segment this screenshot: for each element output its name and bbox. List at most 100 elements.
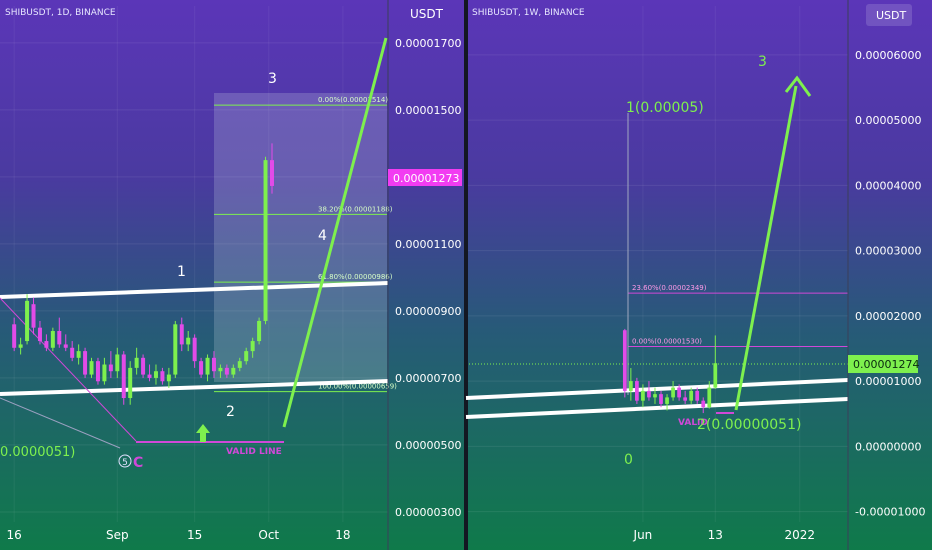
right-grid [468, 6, 848, 522]
pink-trend-line[interactable] [0, 297, 137, 442]
left-last-price-badge [388, 169, 462, 186]
candle-body[interactable] [121, 354, 126, 399]
candle-body[interactable] [683, 397, 688, 401]
candle-body[interactable] [713, 363, 718, 388]
candle-body[interactable] [153, 371, 158, 378]
fib-level-label: 100.00%(0.00000659) [318, 383, 397, 391]
wave-2-label: 2 [226, 404, 235, 420]
x-tick-label: Jun [633, 528, 653, 542]
candle-body[interactable] [701, 400, 706, 408]
candle-body[interactable] [25, 300, 30, 342]
right-wave-3-label: 3 [758, 54, 767, 70]
candle-body[interactable] [689, 390, 694, 401]
candle-body[interactable] [160, 371, 165, 382]
candle-body[interactable] [70, 347, 75, 358]
candle-body[interactable] [44, 341, 49, 348]
candle-body[interactable] [147, 374, 152, 378]
candle-body[interactable] [89, 361, 94, 375]
candle-body[interactable] [186, 337, 191, 345]
right-unit-box[interactable] [866, 4, 912, 26]
candle-body[interactable] [257, 320, 262, 342]
lower-channel-line[interactable] [0, 379, 389, 396]
candle-body[interactable] [102, 364, 107, 382]
candle-body[interactable] [622, 330, 627, 391]
left-unit-label: USDT [410, 7, 444, 21]
left-chart-title: SHIBUSDT, 1D, BINANCE [5, 8, 116, 18]
right-lower-channel-line[interactable] [465, 397, 849, 419]
candle-body[interactable] [128, 367, 133, 399]
up-arrow-icon [196, 424, 210, 442]
right-y-axis[interactable]: 0.00006000 0.00005000 0.00004000 0.00003000… [855, 49, 925, 519]
candle-body[interactable] [50, 331, 55, 348]
candle-body[interactable] [231, 367, 236, 375]
candle-body[interactable] [211, 357, 216, 372]
candle-body[interactable] [95, 361, 100, 382]
candle-body[interactable] [665, 397, 669, 404]
candle-body[interactable] [18, 344, 23, 348]
y-tick-label: 0.00000500 [395, 439, 461, 452]
candle-body[interactable] [677, 387, 681, 398]
candle-body[interactable] [218, 367, 223, 372]
wave-4-label: 4 [318, 228, 327, 244]
candle-body[interactable] [671, 387, 675, 398]
right-chart-pane[interactable]: SHIBUSDT, 1W, BINANCE USDT 23.60%(0.0000… [465, 0, 925, 550]
y-tick-label: 0.00001000 [855, 375, 921, 388]
right-unit-label: USDT [876, 9, 907, 22]
candle-body[interactable] [115, 354, 120, 372]
wave-5-circle [118, 454, 132, 468]
candle-body[interactable] [250, 341, 255, 352]
candle-body[interactable] [205, 357, 210, 375]
candle-body[interactable] [57, 331, 62, 345]
right-projection-line[interactable] [734, 85, 798, 411]
right-upper-channel-line[interactable] [465, 378, 849, 400]
candle-body[interactable] [12, 324, 17, 348]
candle-body[interactable] [641, 390, 645, 401]
candle-body[interactable] [166, 374, 171, 382]
x-tick-label: 16 [7, 528, 22, 542]
left-x-axis[interactable]: 16 Sep 15 Oct 18 [7, 528, 351, 542]
right-wave-0-label: 0 [624, 452, 633, 468]
candle-body[interactable] [707, 387, 712, 408]
candle-body[interactable] [192, 337, 197, 362]
candle-body[interactable] [647, 390, 651, 398]
candle-body[interactable] [108, 364, 113, 372]
left-chart-pane[interactable]: SHIBUSDT, 1D, BINANCE USDT 0.00%(0.00001… [0, 0, 462, 550]
candle-body[interactable] [269, 160, 274, 186]
wave-3-label: 3 [268, 71, 277, 87]
y-tick-label: 0.00001100 [395, 238, 461, 251]
candle-body[interactable] [83, 351, 88, 375]
candle-body[interactable] [141, 357, 146, 375]
candle-body[interactable] [134, 357, 139, 368]
candle-body[interactable] [263, 160, 268, 321]
candle-body[interactable] [695, 390, 700, 401]
candle-body[interactable] [31, 304, 36, 328]
fib-level-label: 0.00%(0.00001530) [632, 338, 702, 346]
x-tick-label: 2022 [784, 528, 815, 542]
candle-body[interactable] [237, 361, 242, 368]
candle-body[interactable] [199, 361, 204, 375]
candle-body[interactable] [63, 344, 68, 348]
gray-trend-line[interactable] [0, 397, 121, 449]
candle-body[interactable] [37, 327, 42, 342]
pane-divider[interactable] [464, 0, 468, 550]
candle-body[interactable] [653, 394, 657, 398]
x-tick-label: 13 [708, 528, 723, 542]
candle-body[interactable] [173, 324, 178, 375]
candle-body[interactable] [179, 324, 184, 345]
y-tick-label: 0.00000900 [395, 305, 461, 318]
projection-line[interactable] [282, 37, 388, 428]
candle-body[interactable] [628, 381, 633, 391]
right-fib-levels: 23.60%(0.00002349) 0.00%(0.00001530) [628, 284, 848, 348]
candle-body[interactable] [76, 351, 81, 358]
fib-level-label: 38.20%(0.00001188) [318, 205, 393, 213]
candle-body[interactable] [224, 367, 229, 375]
right-x-axis[interactable]: Jun 13 2022 [633, 528, 815, 542]
candle-body[interactable] [659, 394, 663, 404]
x-tick-label: Sep [106, 528, 129, 542]
right-chart-title: SHIBUSDT, 1W, BINANCE [472, 8, 585, 18]
upper-channel-line[interactable] [0, 281, 389, 299]
candle-body[interactable] [244, 351, 249, 362]
candle-body[interactable] [635, 381, 639, 401]
y-tick-label: 0.00001500 [395, 104, 461, 117]
